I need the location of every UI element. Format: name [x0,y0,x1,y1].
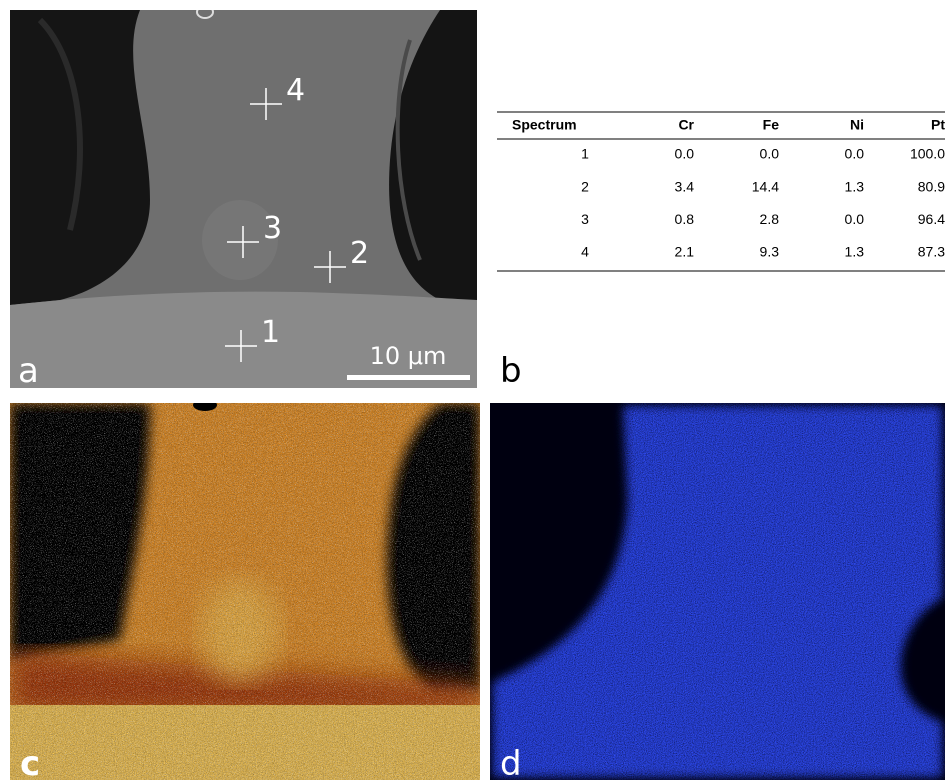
table-cell: 0.8 [675,211,695,227]
sem-image: 10 μm a [10,6,477,391]
table-cell: 0.0 [845,146,865,162]
point-label: 3 [263,211,282,246]
table-cell: 0.0 [760,146,780,162]
table-cell: 1.3 [845,244,865,260]
table-cell: 1 [581,146,589,162]
point-label: 2 [350,236,369,271]
column-header: Fe [763,117,780,133]
eds-map-fe: d [490,403,945,780]
table-cell: 3 [581,211,589,227]
scale-bar-label: 10 μm [370,342,447,370]
table-cell: 100.0 [910,146,945,162]
column-header: Pt [931,117,945,133]
column-header: Spectrum [512,117,577,133]
panel-label: a [18,351,39,391]
column-header: Cr [678,117,694,133]
table-cell: 14.4 [752,178,779,194]
table-cell: 1.3 [845,178,865,194]
point-label: 1 [261,315,280,350]
composition-table: Spectrum Cr Fe Ni Pt 1 0.0 0.0 0.0 100.0 2 3.4 14.4 1… [497,112,945,271]
table-cell: 3.4 [675,178,695,194]
table-cell: 2.1 [675,244,695,260]
table-cell: 2.8 [760,211,780,227]
table-cell: 0.0 [675,146,695,162]
table-cell: 0.0 [845,211,865,227]
figure: 10 μm a 1 2 3 4 b Spectrum Cr Fe Ni Pt 1 0.0 0.0 0.… [0,0,945,780]
table-cell: 96.4 [918,211,945,227]
panel-label: d [500,744,522,780]
panel-label: b [500,351,522,391]
table-cell: 2 [581,178,589,194]
table-cell: 4 [581,244,589,260]
point-label: 4 [286,73,305,108]
table-cell: 87.3 [918,244,945,260]
panel-label: c [20,744,40,780]
table-cell: 80.9 [918,178,945,194]
table-cell: 9.3 [760,244,780,260]
eds-map-pt: c [10,399,480,780]
scale-bar [347,375,470,380]
column-header: Ni [850,117,864,133]
